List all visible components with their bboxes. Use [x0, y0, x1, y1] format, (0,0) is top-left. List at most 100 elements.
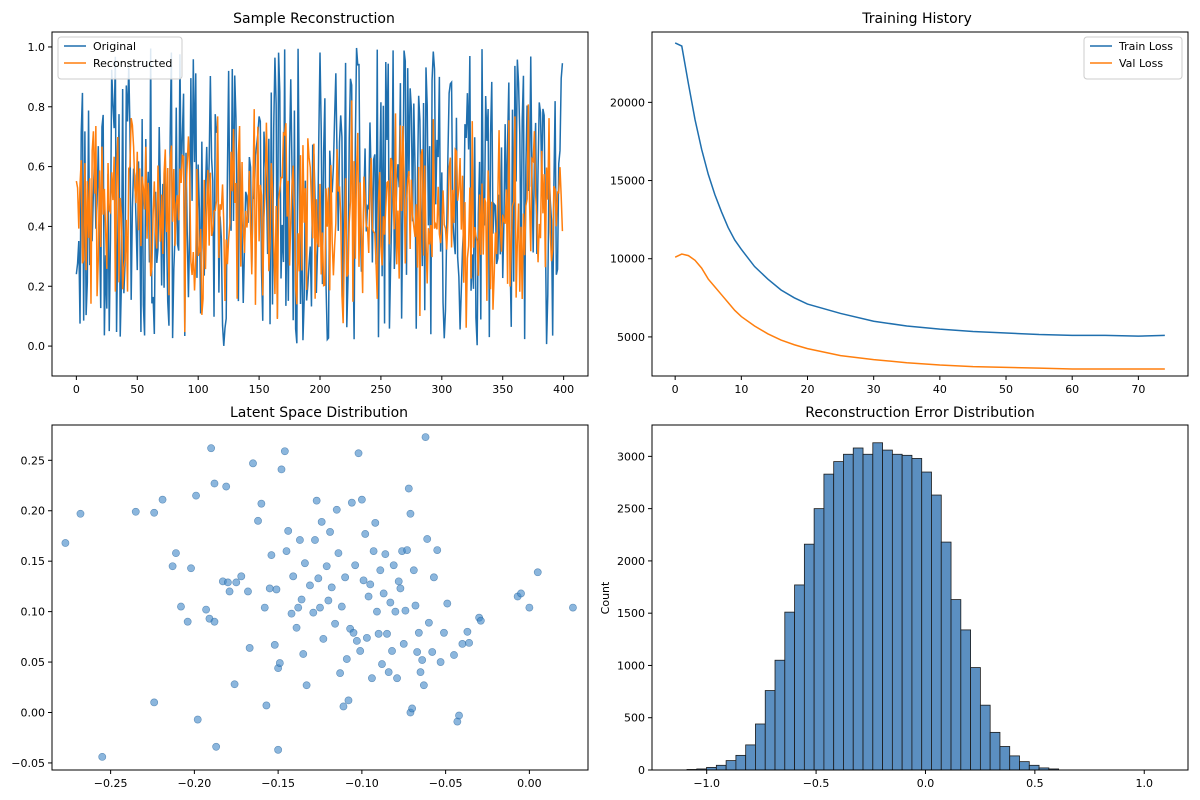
- x-tick-label: 60: [1065, 383, 1079, 396]
- scatter-point: [245, 644, 254, 652]
- histogram-bar: [852, 447, 864, 771]
- scatter-point: [409, 566, 418, 575]
- x-tick-label: −1.0: [693, 777, 720, 790]
- y-tick-label: 500: [624, 712, 645, 725]
- scatter-point: [413, 648, 422, 656]
- legend-label: Original: [93, 40, 136, 53]
- histogram-bar: [794, 584, 805, 771]
- histogram-bar: [764, 690, 776, 771]
- y-tick-label: 10000: [610, 253, 645, 266]
- scatter-point: [406, 509, 415, 518]
- histogram-bar: [755, 723, 766, 771]
- scatter-point: [210, 479, 219, 488]
- x-tick-label: 20: [801, 383, 815, 396]
- scatter-point: [280, 447, 289, 456]
- scatter-point: [337, 602, 346, 611]
- axes-frame: [651, 31, 1189, 377]
- scatter-point: [61, 539, 70, 547]
- scatter-point: [351, 561, 360, 570]
- y-tick-label: 5000: [617, 331, 645, 344]
- scatter-point: [517, 589, 525, 598]
- x-tick-label: 50: [130, 383, 144, 396]
- scatter-point: [172, 549, 180, 558]
- panel-latent-space: Latent Space Distribution −0.25 −0.20 −0.1…: [11, 405, 589, 790]
- scatter-point: [222, 482, 231, 491]
- scatter-point: [312, 496, 321, 505]
- y-axis-label: Count: [599, 581, 612, 614]
- x-tick-label: −0.10: [345, 777, 379, 790]
- x-tick-label: 10: [734, 383, 748, 396]
- legend-label: Reconstructed: [93, 57, 172, 70]
- scatter-point: [202, 605, 210, 614]
- scatter-point: [150, 508, 159, 517]
- x-tick-label: 30: [867, 383, 881, 396]
- scatter-point: [569, 603, 577, 612]
- histogram-bar: [725, 760, 737, 771]
- scatter-point: [272, 585, 281, 594]
- histogram-bar: [715, 764, 727, 771]
- x-tick-label: 350: [492, 383, 513, 396]
- x-tick-label: 0: [672, 383, 679, 396]
- histogram-bar: [989, 731, 1001, 771]
- scatter-point: [401, 606, 410, 615]
- scatter-point: [373, 607, 381, 616]
- legend-box: [57, 36, 183, 80]
- x-tick-label: 100: [188, 383, 209, 396]
- chart-title: Training History: [861, 11, 972, 27]
- x-tick-label: 150: [249, 383, 270, 396]
- scatter-point: [311, 536, 319, 544]
- scatter-point: [525, 603, 534, 612]
- scatter-point: [443, 599, 452, 608]
- scatter-point: [177, 602, 185, 611]
- y-tick-label: 15000: [610, 175, 645, 188]
- histogram-bar: [931, 494, 942, 771]
- scatter-point: [306, 581, 314, 590]
- y-tick-label: 0.4: [28, 220, 46, 233]
- scatter-point: [339, 702, 348, 711]
- scatter-point: [289, 572, 298, 581]
- legend-box: [1083, 36, 1183, 80]
- y-tick-label: 1000: [617, 659, 645, 672]
- scatter-point: [187, 564, 195, 573]
- panel-training-history: Training History 0 10 20 30 40 50 60 70 5000 1000…: [610, 11, 1189, 396]
- scatter-point: [334, 549, 343, 558]
- scatter-point: [378, 660, 386, 668]
- x-tick-label: −0.20: [178, 777, 212, 790]
- histogram-bar: [735, 754, 747, 771]
- scatter-point: [419, 681, 428, 690]
- scatter-point: [418, 656, 427, 664]
- x-tick-label: 300: [431, 383, 452, 396]
- scatter-point: [292, 623, 301, 632]
- scatter-point: [393, 674, 401, 683]
- scatter-point: [207, 444, 216, 453]
- scatter-point: [463, 627, 472, 636]
- scatter-point: [326, 528, 334, 536]
- scatter-point: [423, 535, 432, 543]
- axes-frame: [51, 424, 589, 771]
- y-tick-label: 0.10: [21, 606, 46, 619]
- y-tick-label: 0.20: [21, 505, 46, 518]
- histogram-bar: [1028, 764, 1040, 771]
- scatter-point: [436, 658, 445, 666]
- scatter-point: [414, 628, 423, 637]
- scatter-point: [193, 715, 202, 724]
- scatter-point: [359, 576, 368, 585]
- scatter-point: [458, 640, 467, 648]
- scatter-point: [265, 584, 274, 593]
- scatter-point: [183, 617, 192, 626]
- series-line-val-loss: [674, 253, 1165, 370]
- scatter-point: [309, 608, 318, 617]
- y-tick-label: 0.25: [21, 454, 46, 467]
- scatter-point: [374, 629, 383, 638]
- scatter-point: [342, 655, 351, 663]
- scatter-point: [450, 651, 458, 659]
- histogram-bar: [950, 599, 962, 771]
- scatter-point: [232, 578, 241, 587]
- scatter-point: [455, 711, 463, 720]
- scatter-point: [257, 499, 266, 508]
- scatter-point: [223, 578, 232, 587]
- histogram-bar: [970, 667, 981, 771]
- scatter-point: [210, 617, 219, 626]
- x-tick-label: 50: [999, 383, 1013, 396]
